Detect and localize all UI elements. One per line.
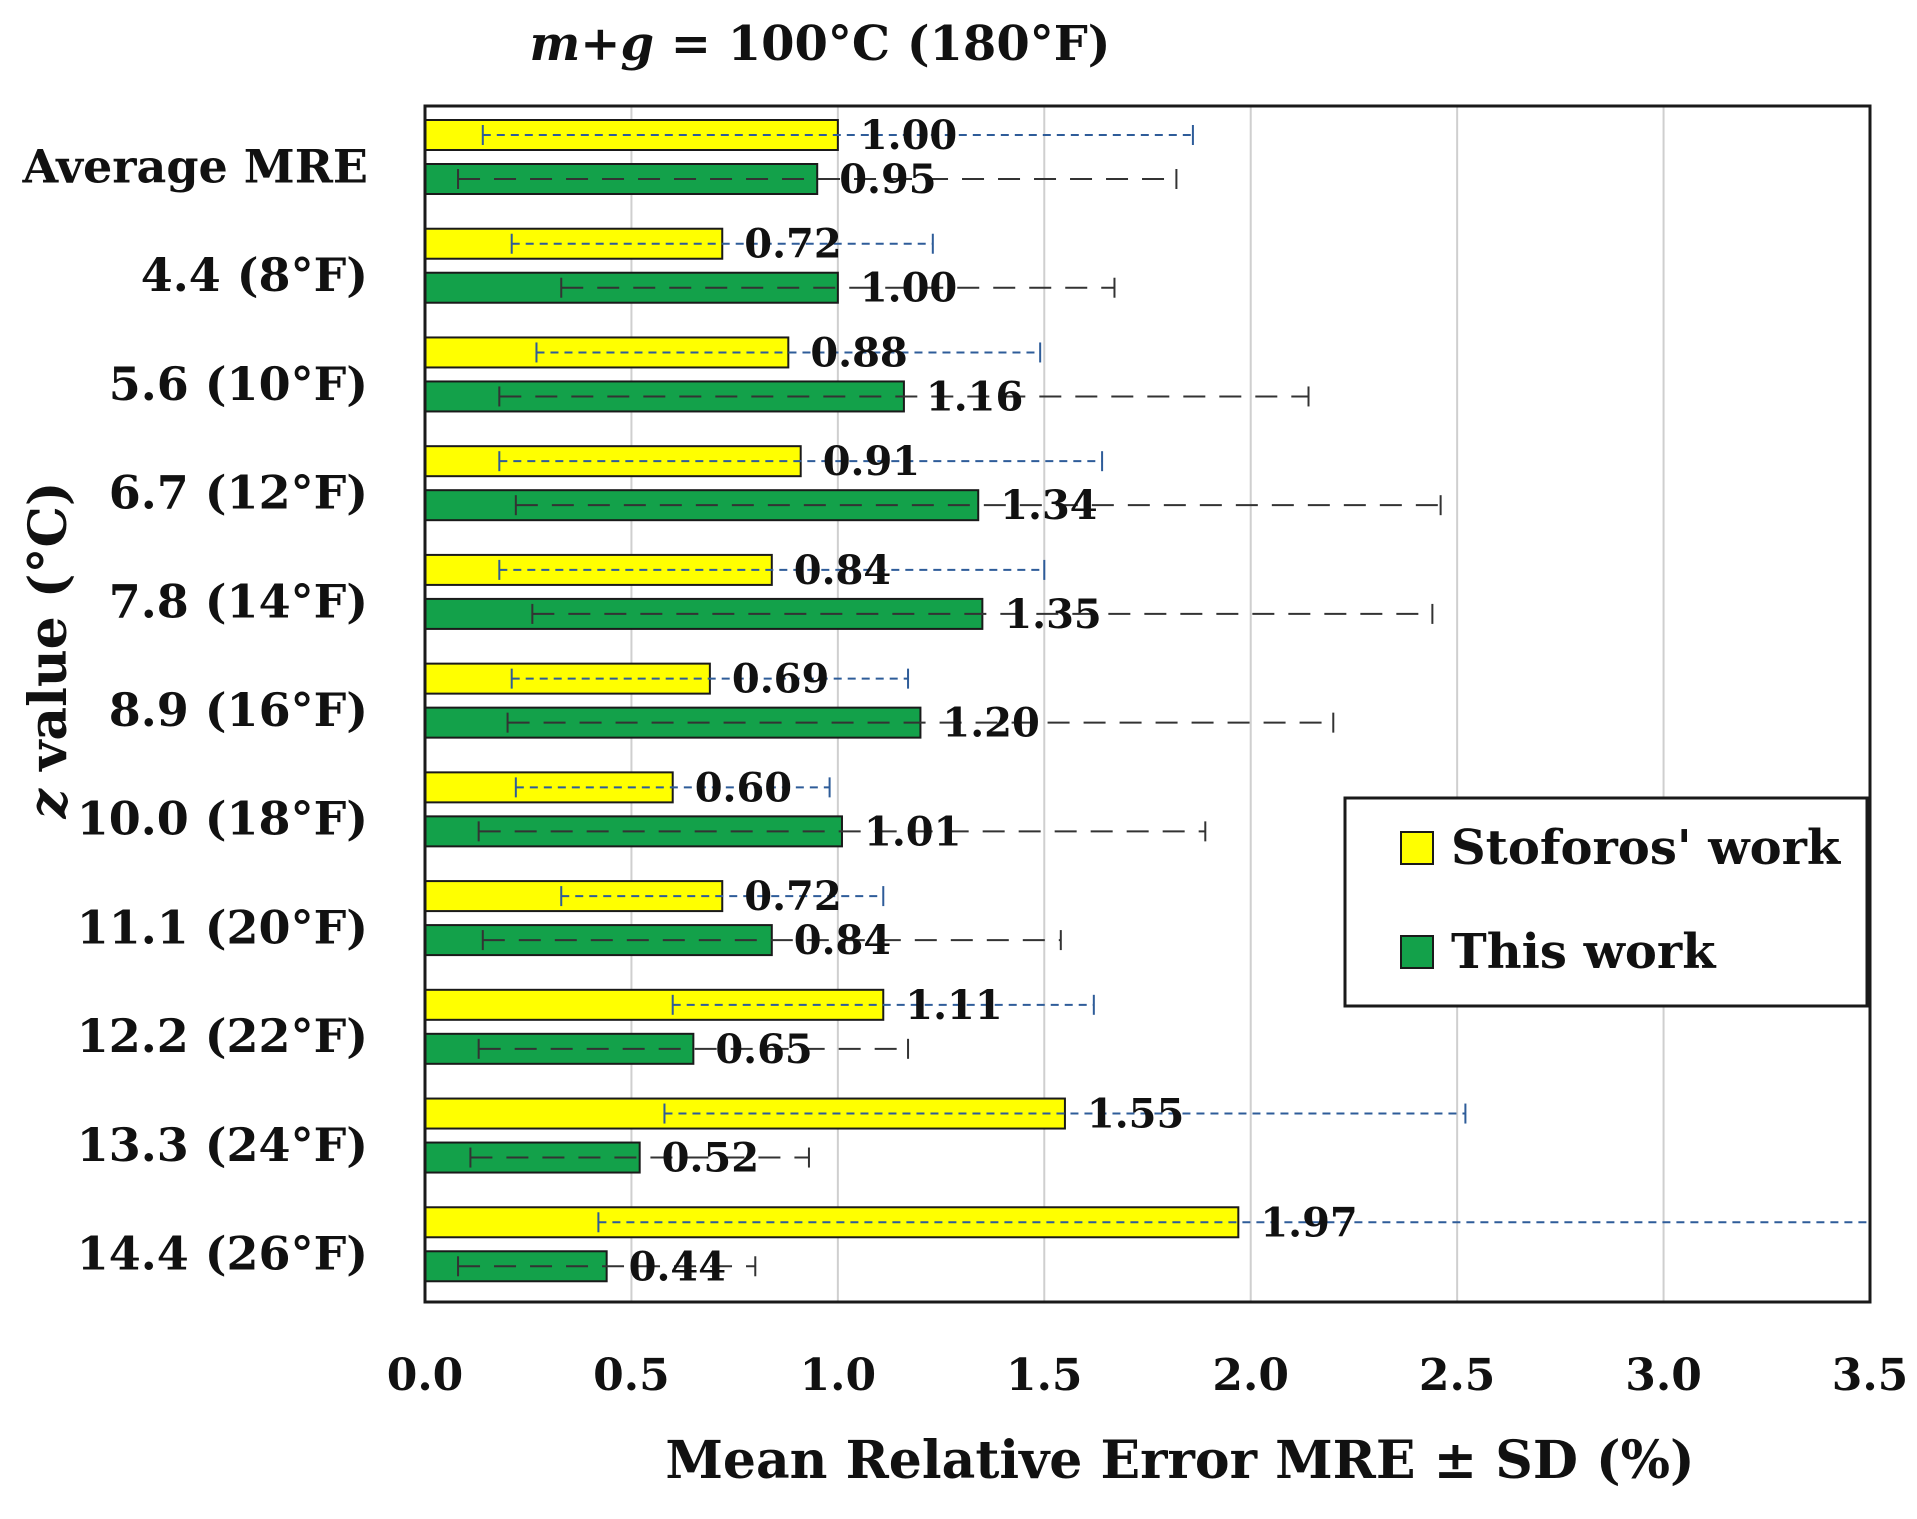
bar-stoforos xyxy=(424,1206,1240,1239)
category-label: 14.4 (26°F) xyxy=(77,1227,368,1281)
category-label: 7.8 (14°F) xyxy=(109,574,368,628)
data-label: 1.00 xyxy=(860,112,957,159)
legend-label: This work xyxy=(1451,924,1717,980)
legend-swatch xyxy=(1400,831,1434,865)
data-label: 0.65 xyxy=(715,1026,812,1073)
data-label: 1.00 xyxy=(860,265,957,312)
data-label: 0.91 xyxy=(823,438,920,485)
category-label: Average MRE xyxy=(21,139,368,193)
category-label: 4.4 (8°F) xyxy=(141,248,368,302)
data-label: 0.95 xyxy=(839,156,936,203)
x-tick-label: 2.5 xyxy=(1419,1350,1496,1401)
bar-this-work xyxy=(424,1141,641,1174)
y-axis-title: z value (°C) xyxy=(18,482,79,820)
data-label: 1.20 xyxy=(942,700,1039,747)
data-label: 0.52 xyxy=(662,1135,759,1182)
data-label: 0.88 xyxy=(810,329,907,376)
data-label: 1.35 xyxy=(1004,591,1101,638)
x-tick-label: 2.0 xyxy=(1212,1350,1289,1401)
data-label: 1.01 xyxy=(864,808,961,855)
data-label: 1.16 xyxy=(926,373,1023,420)
y-axis-title-italic: z xyxy=(18,787,79,819)
data-label: 0.72 xyxy=(744,221,841,268)
bar-stoforos xyxy=(424,1097,1066,1130)
data-label: 0.72 xyxy=(744,873,841,920)
category-label: 8.9 (16°F) xyxy=(109,683,368,737)
data-label: 0.69 xyxy=(732,656,829,703)
category-label: 11.1 (20°F) xyxy=(77,900,368,954)
category-label: 6.7 (12°F) xyxy=(109,466,368,520)
x-tick-label: 3.5 xyxy=(1832,1350,1909,1401)
category-label: 10.0 (18°F) xyxy=(77,792,368,846)
x-tick-label: 0.0 xyxy=(387,1350,464,1401)
data-label: 0.84 xyxy=(794,917,891,964)
data-label: 1.97 xyxy=(1260,1199,1357,1246)
legend-swatch xyxy=(1400,935,1434,969)
category-label: 5.6 (10°F) xyxy=(109,357,368,411)
data-label: 0.84 xyxy=(794,547,891,594)
data-label: 0.44 xyxy=(629,1243,726,1290)
chart-title: m+g = 100°C (180°F) xyxy=(529,16,1110,72)
chart-title-italic: m+g xyxy=(529,16,654,72)
x-tick-label: 3.0 xyxy=(1625,1350,1702,1401)
data-label: 1.55 xyxy=(1087,1091,1184,1138)
chart-title-rest: = 100°C (180°F) xyxy=(654,16,1110,72)
x-axis-title: Mean Relative Error MRE ± SD (%) xyxy=(665,1430,1694,1491)
bar-this-work xyxy=(424,597,984,630)
bar-this-work xyxy=(424,271,839,304)
data-label: 1.11 xyxy=(905,982,1002,1029)
data-label: 1.34 xyxy=(1000,482,1097,529)
y-axis-title-rest: value (°C) xyxy=(18,482,79,789)
bar-stoforos xyxy=(424,880,724,913)
plot-area-border xyxy=(423,104,1872,1304)
x-tick-label: 1.0 xyxy=(800,1350,877,1401)
category-label: 13.3 (24°F) xyxy=(77,1118,368,1172)
data-label: 0.60 xyxy=(695,764,792,811)
x-tick-label: 0.5 xyxy=(593,1350,670,1401)
category-label: 12.2 (22°F) xyxy=(77,1009,368,1063)
x-tick-label: 1.5 xyxy=(1006,1350,1083,1401)
legend-label: Stoforos' work xyxy=(1451,820,1842,876)
